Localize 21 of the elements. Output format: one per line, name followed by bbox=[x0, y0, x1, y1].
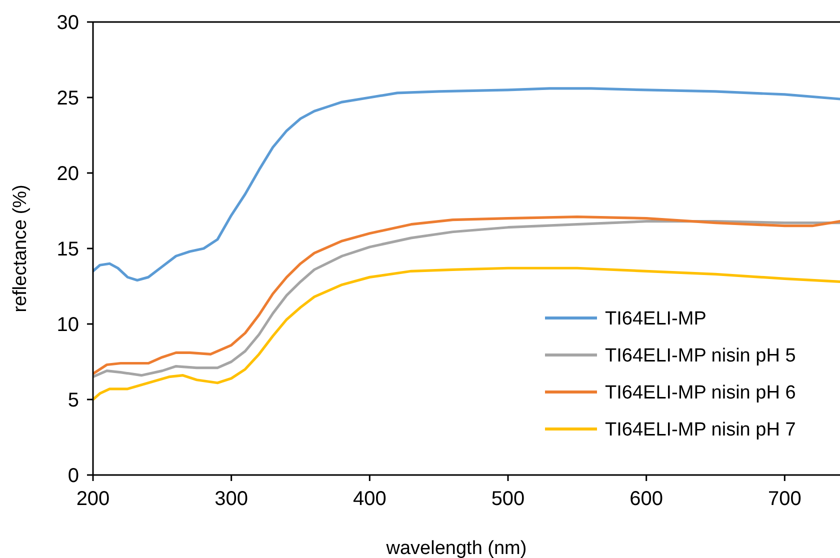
x-tick-label: 500 bbox=[491, 488, 525, 510]
legend-label: TI64ELI-MP nisin pH 5 bbox=[605, 346, 796, 367]
y-tick-label: 15 bbox=[56, 238, 79, 260]
line-series bbox=[93, 266, 840, 401]
y-tick-label: 5 bbox=[68, 390, 79, 412]
y-tick-label: 25 bbox=[56, 88, 79, 110]
legend-label: TI64ELI-MP bbox=[605, 308, 706, 330]
y-axis-title: reflectance (%) bbox=[10, 184, 31, 312]
x-tick-label: 400 bbox=[352, 488, 386, 510]
legend-label: TI64ELI-MP nisin pH 6 bbox=[605, 382, 796, 404]
line-series bbox=[93, 87, 840, 282]
x-tick-label: 300 bbox=[214, 488, 248, 510]
x-tick-label: 200 bbox=[76, 488, 110, 510]
y-tick-label: 0 bbox=[68, 465, 79, 487]
legend-label: TI64ELI-MP nisin pH 7 bbox=[605, 420, 796, 441]
y-tick-label: 10 bbox=[56, 314, 79, 336]
x-tick-label: 700 bbox=[768, 488, 802, 510]
y-tick-label: 30 bbox=[56, 12, 79, 34]
y-tick-label: 20 bbox=[56, 163, 79, 185]
x-tick-label: 600 bbox=[630, 488, 664, 510]
x-axis-title: wavelength (nm) bbox=[385, 538, 527, 558]
